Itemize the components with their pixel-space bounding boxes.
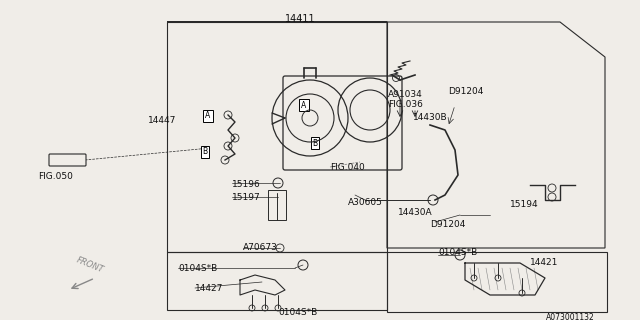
Text: 15194: 15194 <box>510 200 539 209</box>
Text: D91204: D91204 <box>430 220 465 229</box>
Text: D91204: D91204 <box>448 87 483 96</box>
Text: 14421: 14421 <box>530 258 558 267</box>
Bar <box>268 190 286 220</box>
Text: FRONT: FRONT <box>75 256 105 275</box>
Text: B: B <box>202 148 207 156</box>
Text: A073001132: A073001132 <box>547 313 595 320</box>
FancyBboxPatch shape <box>49 154 86 166</box>
Text: 0104S*B: 0104S*B <box>278 308 317 317</box>
Text: 14447: 14447 <box>148 116 177 125</box>
Text: 0104S*B: 0104S*B <box>438 248 477 257</box>
Text: A30605: A30605 <box>348 198 383 207</box>
Text: A70673: A70673 <box>243 243 278 252</box>
Bar <box>167 22 387 252</box>
Text: 14411: 14411 <box>285 14 316 24</box>
Bar <box>387 252 607 312</box>
Text: FIG.040: FIG.040 <box>330 163 365 172</box>
Text: 0104S*B: 0104S*B <box>178 264 217 273</box>
Text: 14430B: 14430B <box>413 113 447 122</box>
Text: A91034: A91034 <box>388 90 423 99</box>
Text: 15197: 15197 <box>232 193 260 202</box>
Text: A: A <box>301 100 307 109</box>
Text: A: A <box>205 111 211 121</box>
Text: FIG.036: FIG.036 <box>388 100 423 109</box>
Text: 15196: 15196 <box>232 180 260 189</box>
Text: B: B <box>312 139 317 148</box>
Text: FIG.050: FIG.050 <box>38 172 73 181</box>
Text: 14427: 14427 <box>195 284 223 293</box>
Text: 14430A: 14430A <box>398 208 433 217</box>
Bar <box>167 252 387 310</box>
